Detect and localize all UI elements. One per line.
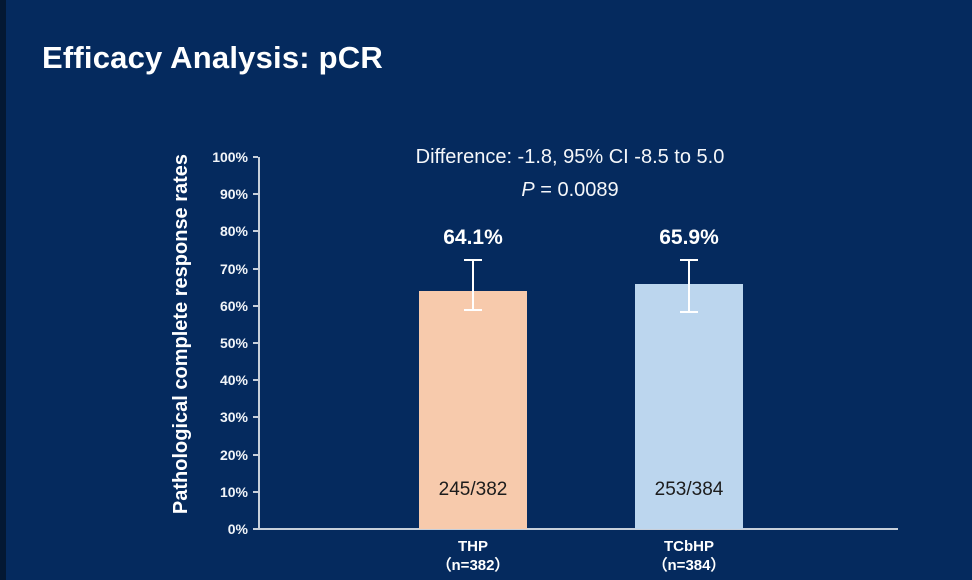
- y-tick-label: 60%: [219, 297, 248, 314]
- bar-value-label-thp: 64.1%: [443, 226, 503, 250]
- bar-thp: [419, 290, 527, 529]
- y-tick-mark: [253, 453, 258, 456]
- bar-tcbhp: [635, 283, 743, 529]
- x-label-n-tcbhp: （n=384）: [652, 557, 726, 574]
- left-edge-strip: [0, 0, 6, 580]
- error-bar-cap-top-thp: [464, 259, 482, 262]
- p-value-annotation: P = 0.0089: [258, 179, 882, 202]
- y-tick-label: 20%: [219, 446, 248, 463]
- y-tick-label: 30%: [219, 409, 248, 426]
- error-bar-cap-bottom-thp: [464, 308, 482, 311]
- y-tick-mark: [253, 416, 258, 419]
- y-tick-mark: [253, 193, 258, 196]
- y-tick-mark: [253, 528, 258, 530]
- bar-value-label-tcbhp: 65.9%: [659, 226, 719, 250]
- y-tick-label: 80%: [219, 223, 248, 240]
- difference-annotation: Difference: -1.8, 95% CI -8.5 to 5.0: [415, 146, 725, 168]
- error-bar-line-tcbhp: [688, 260, 690, 313]
- chart-annotation: Difference: -1.8, 95% CI -8.5 to 5.0 P =…: [258, 146, 882, 202]
- y-axis-line: [258, 157, 260, 530]
- y-tick-mark: [253, 379, 258, 382]
- y-tick-label: 10%: [219, 483, 248, 500]
- p-value-text: = 0.0089: [534, 179, 619, 201]
- y-tick-mark: [253, 490, 258, 493]
- y-tick-label: 0%: [227, 521, 248, 537]
- x-label-name-tcbhp: TCbHP: [664, 538, 714, 555]
- y-tick-mark: [253, 304, 258, 307]
- x-axis-label-tcbhp: TCbHP （n=384）: [599, 537, 779, 575]
- x-label-name-thp: THP: [458, 538, 488, 555]
- y-tick-mark: [253, 342, 258, 344]
- y-tick-label: 50%: [219, 335, 248, 351]
- x-axis-line: [258, 528, 898, 530]
- x-label-n-thp: （n=382）: [436, 557, 510, 574]
- error-bar-cap-bottom-tcbhp: [680, 311, 698, 314]
- y-tick-label: 40%: [219, 372, 248, 389]
- error-bar-line-thp: [472, 260, 474, 310]
- p-symbol: P: [521, 179, 535, 201]
- bar-fraction-label-tcbhp: 253/384: [654, 479, 724, 500]
- bar-fraction-label-thp: 245/382: [438, 479, 508, 500]
- error-bar-cap-top-tcbhp: [680, 259, 698, 262]
- y-tick-label: 100%: [212, 149, 248, 165]
- y-tick-label: 70%: [219, 260, 248, 277]
- y-tick-mark: [253, 267, 258, 270]
- y-tick-label: 90%: [219, 186, 248, 203]
- x-axis-label-thp: THP （n=382）: [383, 537, 563, 575]
- page-title: Efficacy Analysis: pCR: [42, 40, 383, 75]
- y-tick-mark: [253, 156, 258, 158]
- y-tick-mark: [253, 230, 258, 233]
